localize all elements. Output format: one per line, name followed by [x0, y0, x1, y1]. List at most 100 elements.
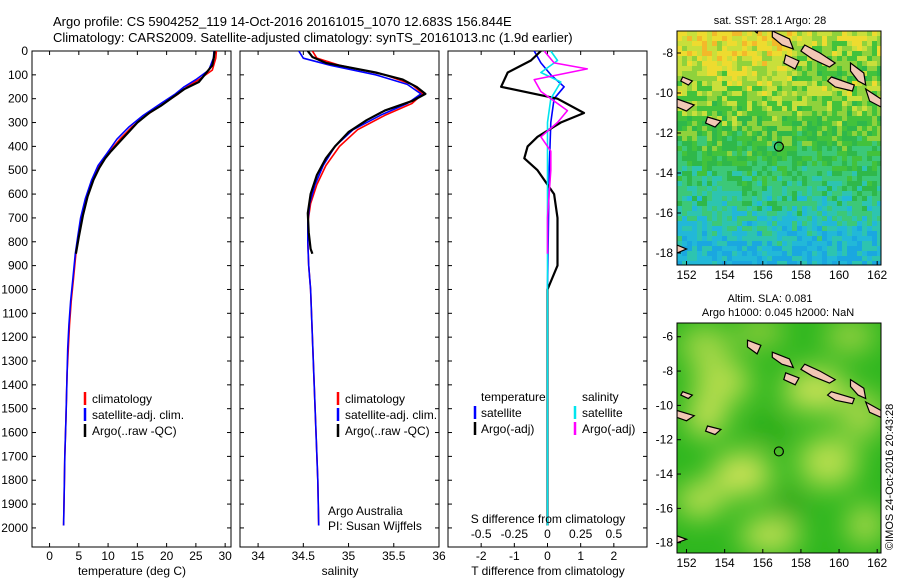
sst-map-axes: 152 154 156 158 160 162-8-10-12-14-16-18: [656, 46, 888, 282]
sst-cell: [847, 106, 853, 112]
sst-cell: [817, 91, 823, 97]
sst-cell: [682, 111, 688, 117]
sst-cell: [872, 126, 878, 132]
sst-cell: [732, 111, 738, 117]
sst-cell: [757, 171, 763, 177]
sst-cell: [822, 31, 828, 37]
sst-cell: [762, 61, 768, 67]
sst-cell: [727, 236, 733, 242]
sst-cell: [767, 86, 773, 92]
sst-cell: [787, 146, 793, 152]
sst-cell: [782, 226, 788, 232]
sst-cell: [692, 151, 698, 157]
sst-cell: [817, 256, 823, 262]
sst-cell: [757, 81, 763, 87]
sst-cell: [822, 51, 828, 57]
sst-cell: [742, 166, 748, 172]
sst-cell: [697, 171, 703, 177]
sst-cell: [822, 91, 828, 97]
sst-cell: [717, 51, 723, 57]
sst-cell: [832, 71, 838, 77]
sst-cell: [812, 151, 818, 157]
sst-cell: [682, 226, 688, 232]
sst-cell: [752, 231, 758, 237]
sst-cell: [697, 91, 703, 97]
sst-cell: [757, 31, 763, 37]
sst-cell: [827, 151, 833, 157]
sst-cell: [807, 246, 813, 252]
sst-cell: [782, 251, 788, 257]
sst-cell: [817, 251, 823, 257]
sst-cell: [677, 56, 683, 62]
sst-cell: [752, 81, 758, 87]
sst-cell: [772, 51, 778, 57]
sst-cell: [762, 56, 768, 62]
sst-cell: [677, 116, 683, 122]
profile-location-marker: [773, 141, 784, 152]
sst-cell: [702, 116, 708, 122]
sst-cell: [847, 231, 853, 237]
sst-cell: [802, 116, 808, 122]
sst-cell: [832, 176, 838, 182]
sst-cell: [757, 246, 763, 252]
sst-cell: [767, 231, 773, 237]
sst-cell: [777, 216, 783, 222]
sst-cell: [702, 191, 708, 197]
sst-cell: [757, 76, 763, 82]
sst-cell: [812, 221, 818, 227]
sst-cell: [827, 96, 833, 102]
sst-cell: [857, 46, 863, 52]
sst-cell: [872, 36, 878, 42]
sst-cell: [812, 136, 818, 142]
sst-cell: [732, 251, 738, 257]
sst-cell: [802, 261, 808, 265]
sst-cell: [822, 36, 828, 42]
sst-cell: [737, 256, 743, 262]
sst-cell: [817, 176, 823, 182]
legend-label-satellite: satellite-adj. clim.: [345, 408, 437, 422]
sst-cell: [832, 206, 838, 212]
sst-cell: [777, 261, 783, 265]
sst-cell: [812, 106, 818, 112]
sst-cell: [732, 91, 738, 97]
sst-cell: [872, 56, 878, 62]
sst-cell: [697, 196, 703, 202]
sst-cell: [762, 151, 768, 157]
coastline: [677, 244, 689, 254]
sst-cell: [757, 251, 763, 257]
sst-cell: [767, 146, 773, 152]
sst-cell: [692, 181, 698, 187]
sst-cell: [777, 201, 783, 207]
sst-cell: [847, 61, 853, 67]
sst-cell: [867, 141, 873, 147]
sst-cell: [687, 61, 693, 67]
sst-cell: [862, 176, 868, 182]
sst-cell: [677, 131, 683, 137]
sst-cell: [677, 166, 683, 172]
sst-cell: [722, 256, 728, 262]
sst-cell: [857, 231, 863, 237]
sst-cell: [677, 206, 683, 212]
sst-cell: [752, 36, 758, 42]
sst-cell: [777, 46, 783, 52]
sst-cell: [697, 141, 703, 147]
sst-cell: [762, 166, 768, 172]
sst-cell: [797, 216, 803, 222]
sst-cell: [827, 206, 833, 212]
sst-cell: [732, 51, 738, 57]
sst-cell: [862, 41, 868, 47]
sst-cell: [852, 76, 858, 82]
sst-cell: [792, 116, 798, 122]
sst-cell: [782, 171, 788, 177]
sst-cell: [722, 111, 728, 117]
sst-cell: [747, 176, 753, 182]
sst-cell: [742, 151, 748, 157]
sst-cell: [867, 31, 873, 37]
sst-cell: [812, 121, 818, 127]
sst-cell: [712, 196, 718, 202]
sst-cell: [822, 96, 828, 102]
sst-cell: [722, 141, 728, 147]
sst-cell: [732, 141, 738, 147]
sst-cell: [702, 131, 708, 137]
sst-cell: [872, 166, 878, 172]
